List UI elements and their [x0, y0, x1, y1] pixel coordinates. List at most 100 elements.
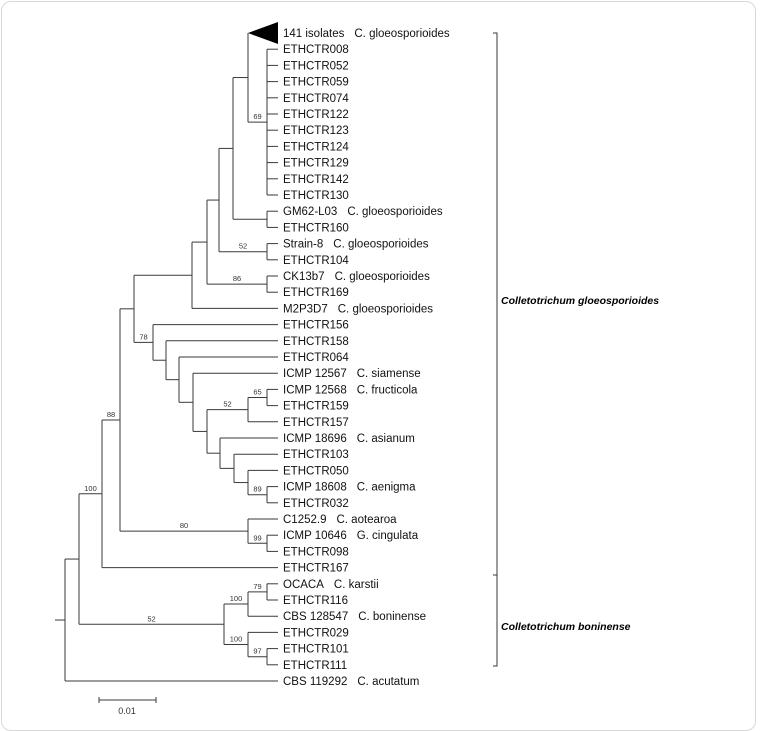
clade-label-boninense: Colletotrichum boninense [501, 621, 631, 633]
tip-label: ETHCTR052 [283, 60, 349, 72]
bootstrap-value: 69 [253, 112, 261, 121]
isolate-id: ETHCTR059 [283, 77, 349, 89]
scale-bar-line [98, 697, 157, 703]
tip-label: ETHCTR064 [283, 352, 349, 364]
tip-label: ETHCTR157 [283, 417, 349, 429]
tip-label: ETHCTR122 [283, 109, 349, 121]
bootstrap-value: 100 [230, 635, 243, 644]
species-name: C. gloeosporioides [335, 271, 431, 283]
tip-label: ETHCTR050 [283, 465, 349, 477]
tip-label: ETHCTR124 [283, 141, 349, 153]
isolate-id: ETHCTR104 [283, 255, 349, 267]
bootstrap-value: 100 [84, 484, 97, 493]
isolate-id: 141 isolates [283, 28, 345, 40]
tip-label: ETHCTR008 [283, 44, 349, 56]
isolate-id: ETHCTR029 [283, 627, 349, 639]
isolate-id: GM62-L03 [283, 206, 337, 218]
isolate-id: ETHCTR158 [283, 336, 349, 348]
tip-label: ETHCTR101 [283, 644, 349, 656]
isolate-id: ETHCTR064 [283, 352, 349, 364]
isolate-id: ETHCTR129 [283, 158, 349, 170]
tip-label: OCACA C. karstii [283, 579, 379, 591]
tip-label: 141 isolates C. gloeosporioides [283, 28, 450, 40]
bootstrap-value: 52 [223, 400, 231, 409]
isolate-id: ICMP 18696 [283, 433, 347, 445]
scale-bar: 0.01 [98, 697, 157, 714]
isolate-id: ETHCTR156 [283, 320, 349, 332]
bootstrap-value: 86 [233, 274, 241, 283]
isolate-id: ETHCTR123 [283, 125, 349, 137]
isolate-id: ETHCTR142 [283, 174, 349, 186]
isolate-id: ETHCTR052 [283, 60, 349, 72]
isolate-id: Strain-8 [283, 239, 323, 251]
bootstrap-value: 65 [253, 388, 261, 397]
tip-label: ETHCTR129 [283, 158, 349, 170]
isolate-id: ETHCTR122 [283, 109, 349, 121]
tip-label: ETHCTR029 [283, 627, 349, 639]
tip-label: ETHCTR158 [283, 336, 349, 348]
tip-label: ETHCTR111 [283, 660, 347, 672]
tip-label: ETHCTR074 [283, 93, 349, 105]
bootstrap-value: 99 [253, 533, 261, 542]
tip-label: ICMP 18608 C. aenigma [283, 482, 416, 494]
isolate-id: CBS 128547 [283, 611, 348, 623]
tip-label: CBS 128547 C. boninense [283, 611, 426, 623]
tip-label: ETHCTR159 [283, 401, 349, 413]
bootstrap-value: 97 [253, 647, 261, 656]
species-name: C. aenigma [357, 482, 416, 494]
species-name: C. aotearoa [336, 514, 397, 526]
isolate-id: ETHCTR160 [283, 222, 349, 234]
isolate-id: ETHCTR103 [283, 449, 349, 461]
bootstrap-value: 80 [180, 521, 188, 530]
tip-label: C1252.9 C. aotearoa [283, 514, 397, 526]
isolate-id: ICMP 10646 [283, 530, 347, 542]
tip-label: ETHCTR103 [283, 449, 349, 461]
tip-label: ETHCTR098 [283, 546, 349, 558]
tip-label: ETHCTR123 [283, 125, 349, 137]
isolate-id: ETHCTR008 [283, 44, 349, 56]
tip-label: ETHCTR160 [283, 222, 349, 234]
isolate-id: ETHCTR050 [283, 465, 349, 477]
species-name: C. siamense [357, 368, 421, 380]
tip-label: M2P3D7 C. gloeosporioides [283, 303, 433, 315]
species-name: C. gloeosporioides [347, 206, 443, 218]
isolate-id: ETHCTR101 [283, 644, 349, 656]
isolate-id: ETHCTR116 [283, 595, 348, 607]
isolate-id: ETHCTR074 [283, 93, 349, 105]
tip-label: ICMP 18696 C. asianum [283, 433, 415, 445]
tip-label: ICMP 12567 C. siamense [283, 368, 421, 380]
species-name: C. boninense [358, 611, 426, 623]
bootstrap-value: 89 [253, 485, 261, 494]
isolate-id: ETHCTR159 [283, 401, 349, 413]
phylogenetic-tree: 141 isolates C. gloeosporioides ETHCTR008 E… [55, 22, 659, 714]
species-name: G. cingulata [357, 530, 419, 542]
tip-label: Strain-8 C. gloeosporioides [283, 239, 429, 251]
clade-label-gloeosporioides: Colletotrichum gloeosporioides [501, 295, 659, 307]
bootstrap-value: 100 [230, 594, 243, 603]
species-name: C. gloeosporioides [354, 28, 450, 40]
tip-label: ETHCTR142 [283, 174, 349, 186]
tip-label: ICMP 10646 G. cingulata [283, 530, 419, 542]
isolate-id: CK13b7 [283, 271, 325, 283]
bootstrap-value: 52 [239, 242, 247, 251]
isolate-id: ETHCTR111 [283, 660, 347, 672]
tip-label: ETHCTR059 [283, 77, 349, 89]
tip-label: ETHCTR167 [283, 563, 349, 575]
isolate-id: ICMP 18608 [283, 482, 347, 494]
isolate-id: OCACA [283, 579, 324, 591]
tip-label: ETHCTR156 [283, 320, 349, 332]
tip-label: ICMP 12568 C. fructicola [283, 384, 418, 396]
species-name: C. gloeosporioides [338, 303, 434, 315]
isolate-id: M2P3D7 [283, 303, 328, 315]
bootstrap-value: 88 [107, 410, 115, 419]
isolate-id: ETHCTR130 [283, 190, 349, 202]
bootstrap-value: 78 [139, 332, 147, 341]
tip-label: CK13b7 C. gloeosporioides [283, 271, 430, 283]
isolate-id: ETHCTR098 [283, 546, 349, 558]
isolate-id: C1252.9 [283, 514, 326, 526]
isolate-id: ETHCTR157 [283, 417, 349, 429]
species-name: C. karstii [334, 579, 379, 591]
species-name: C. fructicola [357, 384, 418, 396]
clade-brackets: Colletotrichum gloeosporioides Colletotr… [493, 32, 659, 667]
species-name: C. acutatum [357, 676, 419, 688]
